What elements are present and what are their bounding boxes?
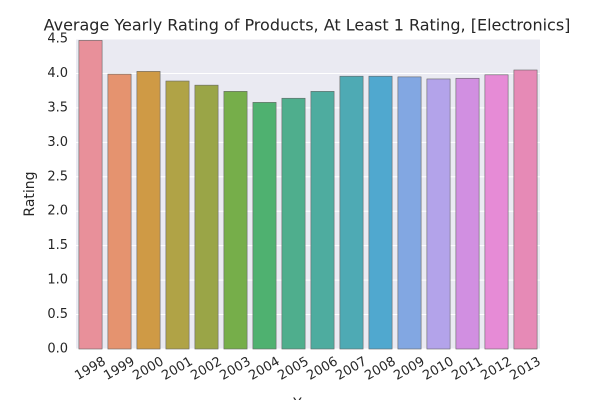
bar (136, 71, 161, 350)
bar (397, 76, 422, 350)
bar (107, 73, 132, 350)
bar (455, 77, 480, 350)
y-tick-label: 2.5 (47, 169, 68, 184)
y-tick-label: 0.5 (47, 307, 68, 322)
y-tick-label: 1.0 (47, 273, 68, 288)
x-axis-label: Year (292, 396, 323, 400)
x-tick-label: 2013 (507, 354, 543, 384)
bar (194, 84, 219, 350)
bar (78, 40, 103, 350)
y-tick-label: 4.5 (47, 32, 68, 47)
bar (513, 69, 538, 350)
bar (310, 91, 335, 350)
y-tick-label: 3.0 (47, 135, 68, 150)
bar (165, 80, 190, 350)
y-tick-label: 0.0 (47, 342, 68, 357)
y-tick-label: 2.0 (47, 204, 68, 219)
bar (281, 97, 306, 350)
y-tick-label: 3.5 (47, 100, 68, 115)
bar (339, 75, 364, 350)
bar (368, 75, 393, 350)
chart-title: Average Yearly Rating of Products, At Le… (44, 16, 571, 35)
y-axis-label: Rating (22, 171, 38, 216)
bar (223, 91, 248, 350)
y-tick-label: 1.5 (47, 238, 68, 253)
bar (484, 74, 509, 350)
bar (426, 78, 451, 350)
y-tick-label: 4.0 (47, 66, 68, 81)
bar (252, 102, 277, 350)
